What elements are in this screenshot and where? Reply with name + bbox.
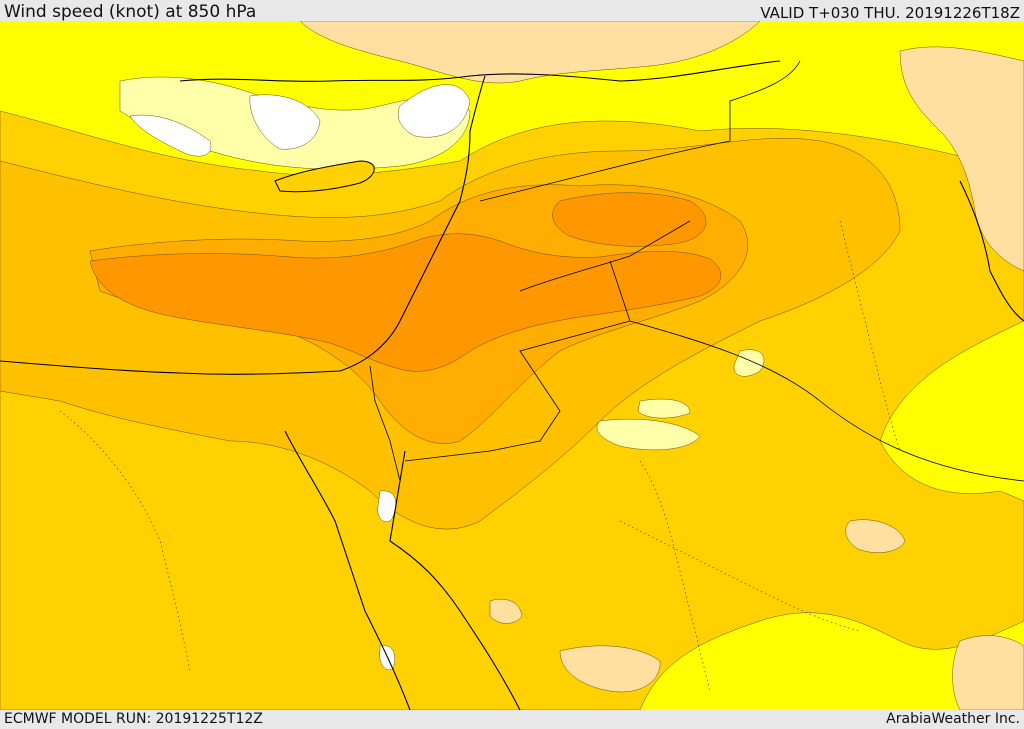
- wind-zone-very-light: [129, 114, 212, 157]
- admin-boundary: [59, 410, 191, 672]
- admin-boundary: [839, 220, 901, 452]
- country-border: [479, 60, 801, 202]
- turkey-coastline: [179, 60, 781, 82]
- wind-zone-very-light: [397, 84, 471, 138]
- wind-zone-strongest: [552, 192, 707, 247]
- wind-speed-map[interactable]: [0, 21, 1024, 710]
- model-run: ECMWF MODEL RUN: 20191225T12Z: [4, 711, 263, 727]
- mediterranean-coastline: [0, 75, 486, 375]
- wind-zone-calm: [952, 635, 1024, 710]
- red-sea-coast-west: [284, 430, 411, 710]
- country-border: [369, 365, 401, 482]
- admin-boundary: [639, 460, 711, 692]
- red-sea-coast-east: [389, 450, 521, 710]
- footer-bar: ECMWF MODEL RUN: 20191225T12Z ArabiaWeat…: [0, 710, 1024, 729]
- wind-zone-calm: [899, 46, 1024, 272]
- wind-zone-calm: [845, 519, 906, 553]
- wind-zone-calm: [559, 645, 661, 693]
- wind-zone-calm: [489, 598, 523, 624]
- wind-zone-light: [733, 349, 765, 377]
- admin-boundary: [619, 520, 861, 632]
- valid-time: VALID T+030 THU. 20191226T18Z: [760, 4, 1020, 22]
- country-border: [629, 320, 1024, 482]
- map-title: Wind speed (knot) at 850 hPa: [4, 2, 257, 22]
- credit: ArabiaWeather Inc.: [886, 711, 1020, 727]
- cyprus: [274, 160, 375, 193]
- wind-zone-light: [596, 418, 701, 451]
- wind-zone-light: [637, 398, 691, 419]
- persian-gulf-coast: [959, 180, 1024, 322]
- wind-zone-strongest: [89, 233, 721, 372]
- wind-zone-very-light: [249, 94, 321, 150]
- header-bar: Wind speed (knot) at 850 hPa VALID T+030…: [0, 0, 1024, 22]
- wind-zone-calm: [299, 21, 761, 84]
- wind-zone-very-light: [377, 490, 396, 522]
